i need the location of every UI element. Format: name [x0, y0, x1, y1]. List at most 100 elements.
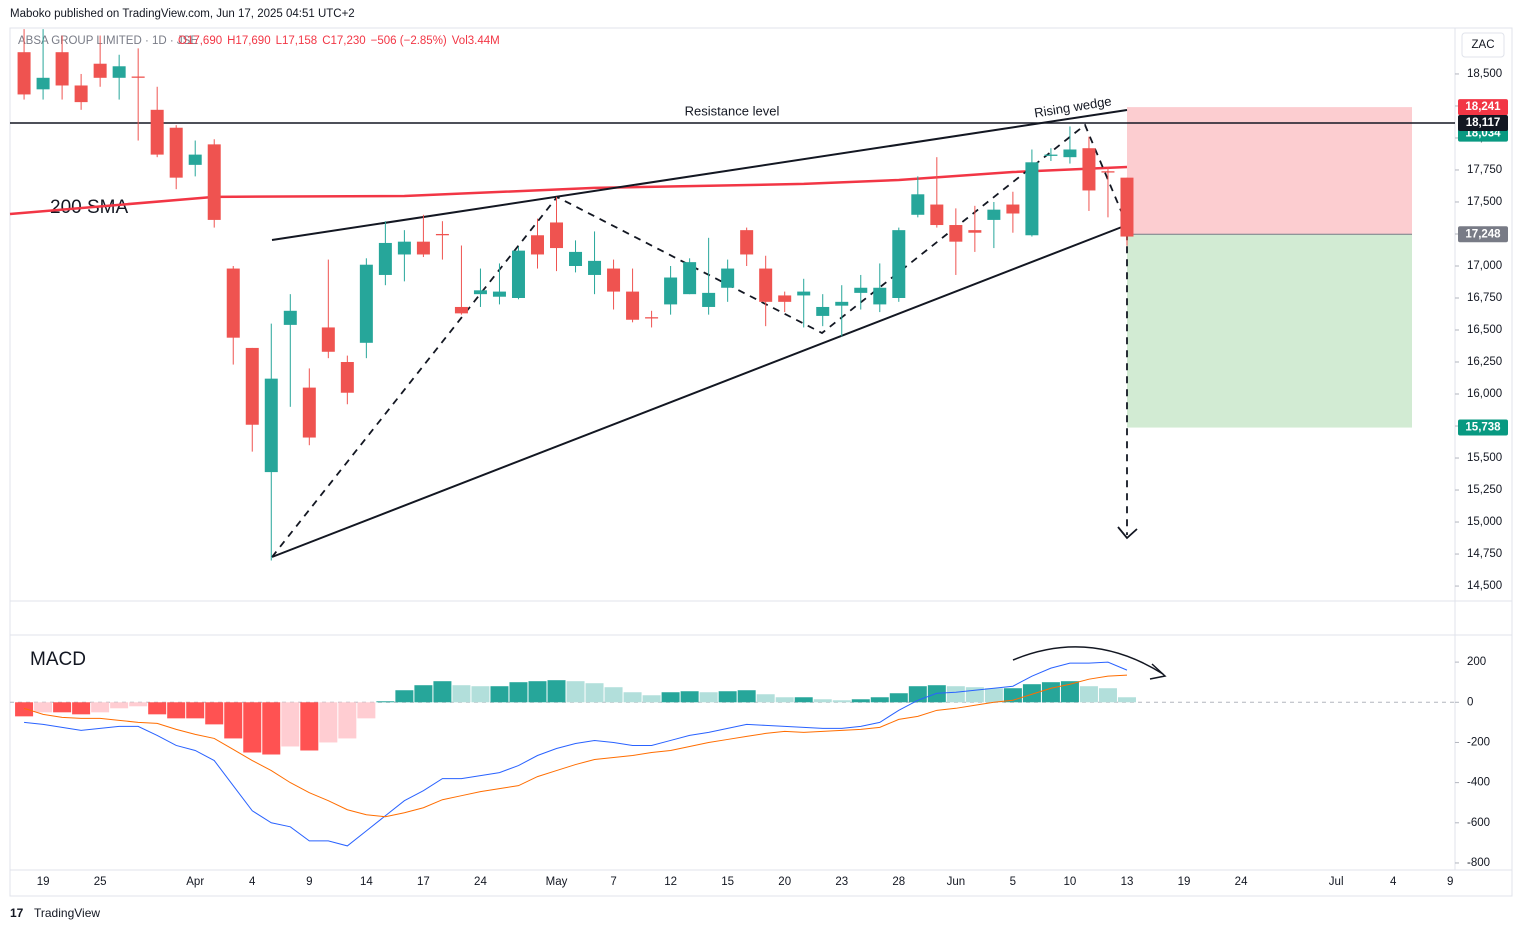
x-tick-label: Apr	[186, 876, 204, 888]
x-tick-label: Jul	[1329, 876, 1344, 888]
y-tick-label: 200	[1467, 656, 1486, 668]
candle-body	[530, 235, 544, 255]
histogram-bar	[1117, 697, 1136, 703]
y-tick-label: 15,500	[1467, 452, 1502, 464]
footer: TradingView	[34, 906, 100, 920]
histogram-bar	[243, 702, 262, 753]
macd-title: MACD	[30, 649, 86, 670]
y-tick-label: 16,000	[1467, 388, 1502, 400]
x-tick-label: 19	[1178, 876, 1191, 888]
annotation: Resistance level	[685, 103, 780, 118]
histogram-bar	[832, 700, 851, 703]
arrow-head	[1117, 526, 1138, 540]
histogram-bar	[53, 702, 72, 713]
candle-body	[607, 268, 621, 292]
x-tick-label: 15	[721, 876, 734, 888]
candle-body	[664, 277, 678, 305]
candle-body	[492, 291, 506, 297]
currency-box[interactable]	[1461, 32, 1505, 58]
candle-body	[112, 66, 126, 78]
histogram-bar	[946, 686, 965, 703]
x-tick-label: 24	[474, 876, 487, 888]
y-tick-label: 0	[1467, 696, 1473, 708]
histogram-bar	[528, 681, 547, 703]
candle-body	[645, 317, 659, 319]
candle-body	[930, 204, 944, 226]
candle-body	[740, 230, 754, 255]
candle-body	[835, 301, 849, 306]
candle-body	[435, 233, 449, 236]
histogram-bar	[376, 701, 395, 703]
histogram-bar	[623, 692, 642, 703]
candle-body	[264, 378, 278, 473]
histogram-bar	[338, 702, 357, 739]
candle-body	[55, 52, 69, 86]
price-tag-label: 17,248	[1465, 228, 1501, 240]
x-tick-label: 13	[1121, 876, 1134, 888]
arrow-head	[1149, 663, 1167, 680]
candle-body	[245, 347, 259, 425]
candle-body	[854, 287, 868, 293]
macd-arrow	[1012, 646, 1164, 675]
y-tick-label: 16,500	[1467, 324, 1502, 336]
sma-line	[9, 165, 1128, 216]
stop-zone	[1127, 107, 1412, 235]
candle-body	[1025, 162, 1039, 236]
price-tag-label: 15,738	[1465, 422, 1501, 434]
candle-body	[816, 306, 830, 316]
macd-line	[24, 661, 1128, 847]
x-tick-label: 19	[37, 876, 50, 888]
candle-body	[416, 241, 430, 255]
histogram-bar	[813, 699, 832, 703]
candle-body	[588, 260, 602, 275]
x-tick-label: 4	[249, 876, 256, 888]
candle-body	[473, 290, 487, 295]
histogram-bar	[547, 680, 566, 703]
histogram-bar	[737, 690, 756, 703]
histogram-bar	[680, 691, 699, 703]
histogram-bar	[699, 692, 718, 703]
y-tick-label: 17,500	[1467, 196, 1502, 208]
histogram-bar	[224, 702, 243, 739]
candle-body	[169, 127, 183, 178]
currency: ZAC	[1472, 39, 1495, 51]
x-tick-label: 14	[360, 876, 373, 888]
price-tag	[1458, 226, 1508, 243]
candle-body	[17, 52, 31, 95]
symbol-legend: ABSA GROUP LIMITED · 1D · JSE	[18, 35, 198, 47]
candle-body	[759, 268, 773, 302]
y-tick-label: -200	[1467, 736, 1490, 748]
header: Maboko published on TradingView.com, Jun…	[10, 8, 355, 20]
candle-body	[188, 154, 202, 165]
histogram-bar	[984, 688, 1003, 703]
candle-body	[226, 268, 240, 338]
footer-logo: 17	[10, 906, 24, 920]
candle-body	[1063, 149, 1077, 158]
histogram-bar	[129, 702, 148, 707]
x-tick-label: 7	[610, 876, 616, 888]
histogram-bar	[851, 699, 870, 703]
candle-body	[968, 230, 982, 233]
price-tag	[1458, 99, 1508, 116]
candle-body	[1082, 148, 1096, 191]
y-tick-label: 14,750	[1467, 548, 1502, 560]
candle-body	[911, 194, 925, 215]
ohlc-legend: H17,690	[227, 35, 270, 47]
candle-body	[397, 241, 411, 255]
candle-body	[987, 209, 1001, 220]
candle-body	[569, 251, 583, 266]
price-tag	[1458, 114, 1508, 131]
histogram-bar	[509, 682, 528, 703]
histogram-bar	[889, 693, 908, 703]
histogram-bar	[471, 686, 490, 703]
histogram-bar	[718, 691, 737, 703]
candle-body	[283, 310, 297, 325]
x-tick-label: 9	[306, 876, 312, 888]
histogram-bar	[414, 685, 433, 703]
histogram-bar	[1060, 681, 1079, 703]
histogram-bar	[167, 702, 186, 719]
macd-line	[23, 674, 1128, 818]
histogram-bar	[661, 692, 680, 703]
